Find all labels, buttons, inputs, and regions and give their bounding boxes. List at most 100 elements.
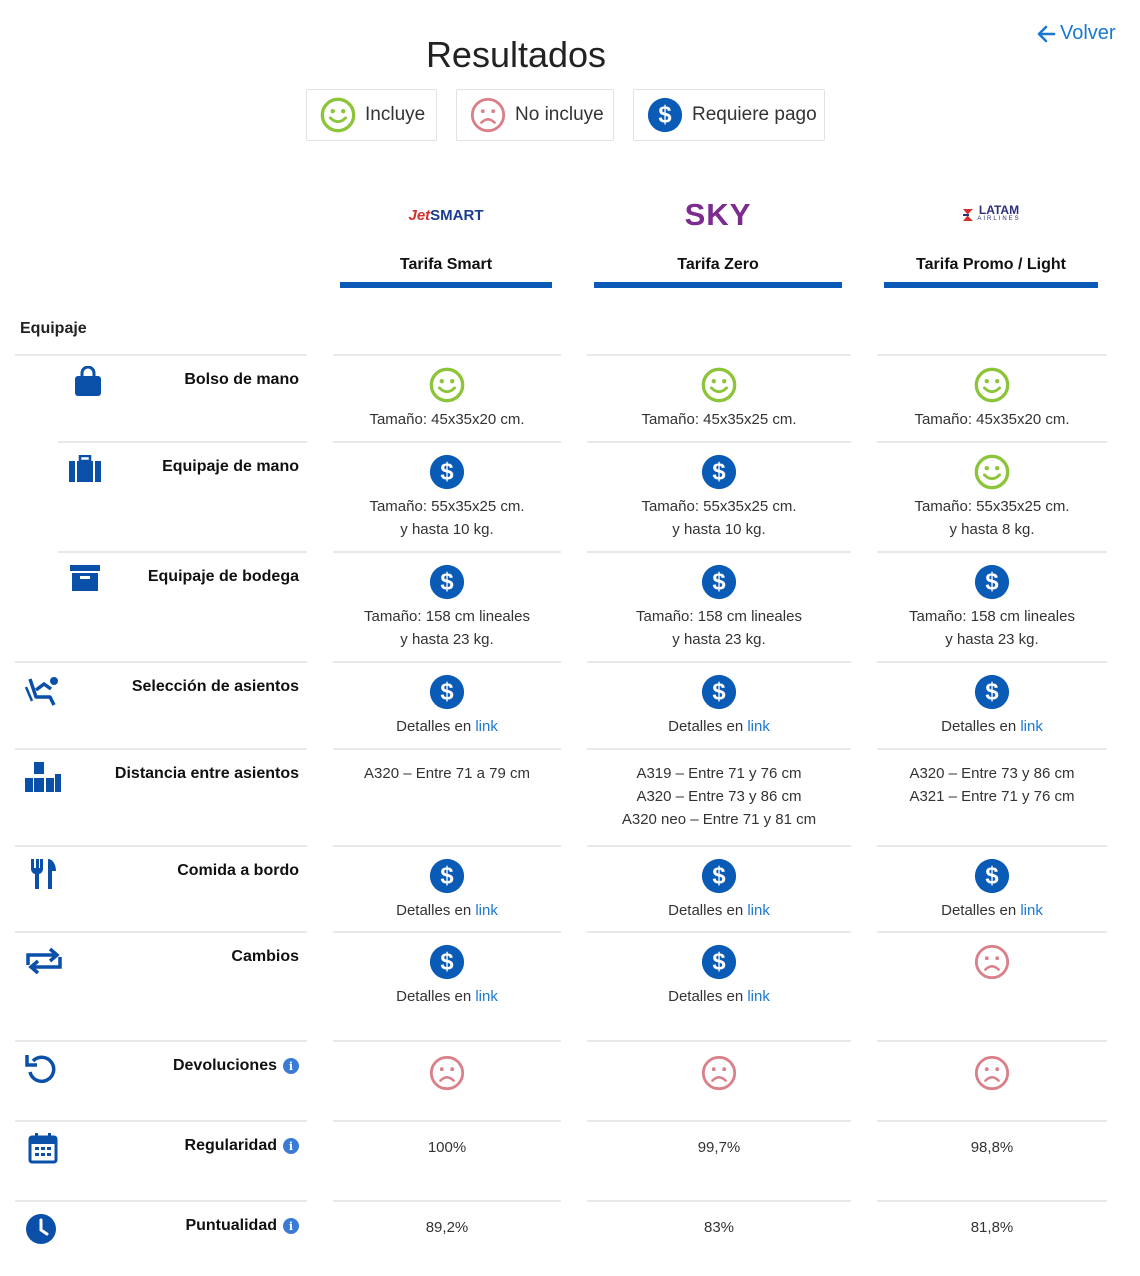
row-divider xyxy=(333,1200,561,1202)
legend-includes[interactable]: Incluye xyxy=(306,89,437,141)
row-divider xyxy=(587,551,851,553)
table-cell: Tamaño: 45x35x20 cm. xyxy=(333,366,561,431)
column-accent-bar xyxy=(340,282,552,288)
detail-text: Detalles en xyxy=(941,902,1021,919)
row-label-text: Devoluciones xyxy=(172,1057,277,1074)
row-divider xyxy=(333,748,561,750)
seat-pitch-icon xyxy=(24,760,62,794)
row-label: Regularidad i xyxy=(185,1137,299,1155)
airline-column-sky: SKY Tarifa Zero xyxy=(594,190,842,288)
cell-text: 89,2% xyxy=(425,1219,469,1236)
cell-text: 100% xyxy=(427,1139,467,1156)
cell-text: A320 – Entre 71 a 79 cm xyxy=(364,765,530,782)
row-label-text: Bolso de mano xyxy=(184,371,299,388)
row-label-text: Regularidad xyxy=(184,1137,277,1154)
table-cell: A320 – Entre 73 y 86 cm A321 – Entre 71 y… xyxy=(877,762,1107,808)
cell-detail: Detalles en link xyxy=(333,985,561,1008)
dollar-icon: $ xyxy=(974,858,1010,894)
cell-text: 83% xyxy=(703,1219,735,1236)
table-cell: 99,7% xyxy=(587,1136,851,1159)
table-cell: 83% xyxy=(587,1216,851,1239)
table-cell: $ Detalles en link xyxy=(587,943,851,1008)
fare-name: Tarifa Zero xyxy=(677,256,759,273)
dollar-icon: $ xyxy=(429,454,465,490)
row-label: Bolso de mano xyxy=(184,371,299,389)
row-divider xyxy=(877,441,1107,443)
details-link[interactable]: link xyxy=(1020,902,1043,919)
dollar-icon: $ xyxy=(701,454,737,490)
row-divider xyxy=(15,1120,307,1122)
smiley-sad-icon xyxy=(974,1055,1010,1091)
table-cell: $ Tamaño: 158 cm lineales y hasta 23 kg. xyxy=(587,563,851,651)
cell-text: 81,8% xyxy=(970,1219,1014,1236)
cutlery-icon xyxy=(28,857,60,891)
row-divider xyxy=(15,748,307,750)
calendar-icon xyxy=(28,1132,58,1164)
cell-detail: Detalles en link xyxy=(587,985,851,1008)
table-row: Comida a bordo $ Detalles en link $ Detalles… xyxy=(0,845,1140,931)
details-link[interactable]: link xyxy=(475,902,498,919)
details-link[interactable]: link xyxy=(747,902,770,919)
dollar-icon: $ xyxy=(701,944,737,980)
row-divider xyxy=(587,1200,851,1202)
details-link[interactable]: link xyxy=(747,718,770,735)
svg-text:$: $ xyxy=(440,459,453,486)
info-icon[interactable]: i xyxy=(283,1218,299,1234)
airline-column-latam: LATAM AIRLINES Tarifa Promo / Light xyxy=(884,190,1098,288)
cell-text: y hasta 23 kg. xyxy=(945,631,1039,648)
detail-text: Detalles en xyxy=(396,988,476,1005)
smiley-happy-icon xyxy=(320,97,356,133)
svg-text:$: $ xyxy=(440,949,453,976)
row-divider xyxy=(587,1040,851,1042)
details-link[interactable]: link xyxy=(1020,718,1043,735)
row-divider xyxy=(58,441,307,443)
latam-logo-mark xyxy=(963,209,974,221)
jetsmart-logo: Jet SMART xyxy=(408,206,484,224)
table-cell: A320 – Entre 71 a 79 cm xyxy=(333,762,561,785)
row-divider xyxy=(877,845,1107,847)
back-label: Volver xyxy=(1060,22,1116,44)
row-label: Equipaje de mano xyxy=(162,458,299,476)
refund-icon xyxy=(24,1052,58,1084)
row-divider xyxy=(333,1120,561,1122)
row-divider xyxy=(877,748,1107,750)
row-divider xyxy=(587,661,851,663)
svg-text:$: $ xyxy=(712,679,725,706)
arrow-left-icon xyxy=(1037,25,1056,42)
cell-text: y hasta 10 kg. xyxy=(400,521,494,538)
table-row: Equipaje de bodega $ Tamaño: 158 cm lineal… xyxy=(0,551,1140,661)
legend-not-includes[interactable]: No incluye xyxy=(456,89,614,141)
table-row: Cambios $ Detalles en link $ Detalles en lin… xyxy=(0,931,1140,1040)
details-link[interactable]: link xyxy=(475,718,498,735)
row-divider xyxy=(333,551,561,553)
row-divider xyxy=(587,441,851,443)
detail-text: Detalles en xyxy=(668,988,748,1005)
table-cell: A319 – Entre 71 y 76 cm A320 – Entre 73 y… xyxy=(587,762,851,831)
section-title: Equipaje xyxy=(20,320,87,337)
details-link[interactable]: link xyxy=(747,988,770,1005)
table-cell: $ Detalles en link xyxy=(877,857,1107,922)
cell-text: A319 – Entre 71 y 76 cm xyxy=(636,765,802,782)
swap-arrows-icon xyxy=(24,947,64,975)
details-link[interactable]: link xyxy=(475,988,498,1005)
row-divider xyxy=(587,354,851,356)
table-cell: $ Tamaño: 158 cm lineales y hasta 23 kg. xyxy=(333,563,561,651)
svg-text:$: $ xyxy=(712,569,725,596)
dollar-icon: $ xyxy=(701,564,737,600)
row-divider xyxy=(15,845,307,847)
table-row: Distancia entre asientos A320 – Entre 71 … xyxy=(0,748,1140,845)
info-icon[interactable]: i xyxy=(283,1058,299,1074)
row-divider xyxy=(15,354,307,356)
table-cell: $ Detalles en link xyxy=(587,857,851,922)
legend-requires-payment[interactable]: $ Requiere pago xyxy=(633,89,825,141)
row-label: Comida a bordo xyxy=(177,862,299,880)
row-divider xyxy=(333,931,561,933)
row-label: Devoluciones i xyxy=(173,1057,299,1075)
cell-text: Tamaño: 158 cm lineales xyxy=(909,608,1075,625)
seat-icon xyxy=(24,675,62,707)
back-button[interactable]: Volver xyxy=(1036,22,1116,45)
cell-text: A320 – Entre 73 y 86 cm xyxy=(636,788,802,805)
dollar-icon: $ xyxy=(429,564,465,600)
row-label-text: Equipaje de mano xyxy=(162,458,299,475)
info-icon[interactable]: i xyxy=(283,1138,299,1154)
